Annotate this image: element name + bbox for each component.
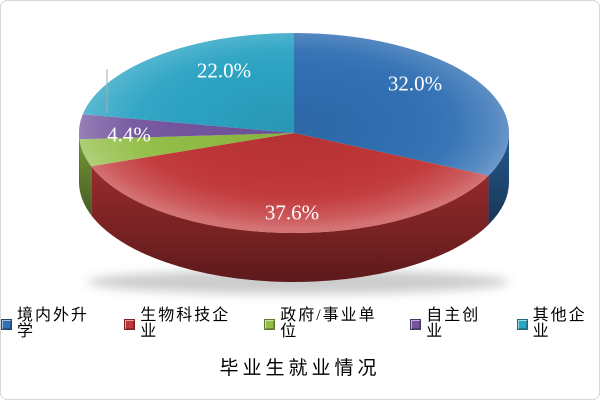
data-label-slice-2: 4.4% [107,122,151,147]
legend-swatch-icon [410,318,422,330]
legend-label: 其他企业 [532,307,587,340]
legend-swatch-icon [1,318,12,330]
chart-title: 毕业生就业情况 [219,358,381,379]
legend-swatch-icon [516,318,528,330]
legend-label: 生物科技企业 [140,307,231,340]
legend-item-0: 境内外升学 [1,308,100,340]
data-label-slice-0: 32.0% [387,71,443,96]
pie-chart: 32.0% 37.6% 4.4% 22.0% [1,1,599,311]
legend-label: 自主创业 [426,307,481,340]
data-label-slice-4: 22.0% [196,58,252,83]
legend-label: 境内外升学 [17,307,90,340]
legend-swatch-icon [264,318,276,330]
data-label-slice-1: 37.6% [264,200,320,225]
legend: 境内外升学 生物科技企业 政府/事业单位 自主创业 其他企业 [1,308,599,340]
legend-swatch-icon [124,318,136,330]
legend-item-1: 生物科技企业 [124,308,240,340]
legend-item-3: 自主创业 [410,308,492,340]
legend-item-2: 政府/事业单位 [264,308,386,340]
legend-label: 政府/事业单位 [280,307,377,340]
pie-3d-graphic [79,33,509,294]
legend-item-4: 其他企业 [516,307,599,340]
